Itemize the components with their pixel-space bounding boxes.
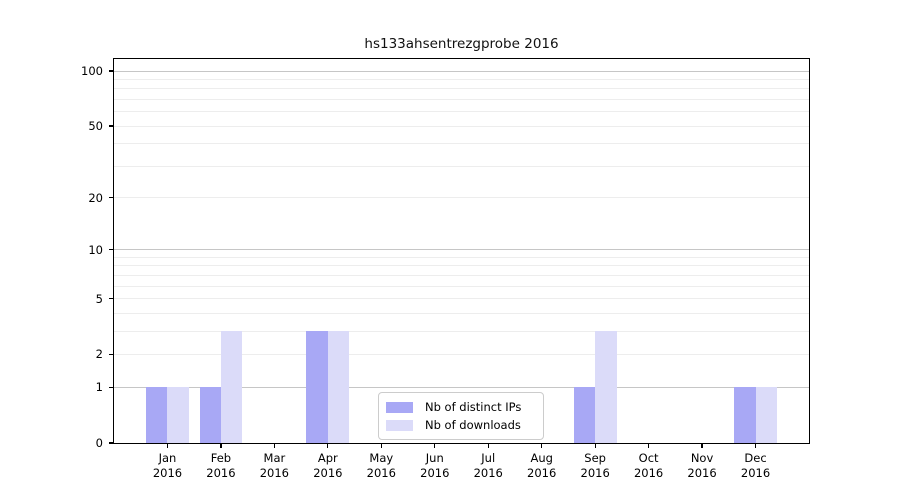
x-tick-label-feb: Feb 2016	[206, 451, 236, 480]
x-tick-mark	[754, 444, 757, 448]
x-tick-label-aug: Aug 2016	[527, 451, 557, 480]
bar-jan-distinct-ips	[146, 387, 168, 443]
y-tick-label-100: 100	[81, 64, 103, 78]
y-tick-label-20: 20	[88, 190, 103, 205]
chart-title: hs133ahsentrezgprobe 2016	[364, 36, 559, 52]
bar-apr-distinct-ips	[306, 331, 328, 443]
bar-jan-downloads	[167, 387, 189, 443]
bar-apr-downloads	[327, 331, 350, 443]
legend-item-distinct-ips: Nb of distinct IPs	[386, 398, 535, 416]
y-tick-mark	[109, 353, 113, 356]
x-tick-label-jan: Jan 2016	[152, 451, 183, 480]
x-tick-label-apr: Apr 2016	[313, 451, 343, 480]
legend-swatch-distinct-ips	[386, 401, 413, 413]
bar-feb-distinct-ips	[199, 387, 221, 443]
bar-dec-downloads	[755, 387, 777, 443]
x-tick-label-nov: Nov 2016	[687, 451, 717, 480]
x-tick-label-jun: Jun 2016	[420, 451, 450, 480]
gridline-minor	[114, 125, 809, 127]
gridline-minor	[114, 88, 809, 90]
bar-dec-distinct-ips	[734, 387, 756, 443]
x-tick-mark	[380, 444, 382, 448]
y-tick-label-0: 0	[95, 436, 103, 450]
x-tick-mark	[327, 444, 329, 448]
x-tick-label-dec: Dec 2016	[740, 451, 771, 480]
x-tick-mark	[434, 444, 436, 448]
gridline-minor	[114, 265, 809, 267]
bar-sep-distinct-ips	[573, 387, 596, 443]
gridline-minor	[114, 256, 809, 258]
x-tick-label-sep: Sep 2016	[580, 451, 610, 480]
x-tick-label-may: May 2016	[366, 451, 396, 480]
legend-label-downloads: Nb of downloads	[425, 418, 521, 432]
y-tick-label-2: 2	[95, 347, 103, 362]
gridline-minor	[114, 98, 809, 100]
legend-item-downloads: Nb of downloads	[386, 416, 535, 434]
y-tick-label-1: 1	[95, 380, 103, 395]
plot-area: Nb of distinct IPs Nb of downloads	[113, 58, 810, 444]
y-tick-mark	[109, 196, 113, 199]
x-tick-mark	[594, 444, 596, 448]
bar-sep-downloads	[595, 331, 617, 443]
y-tick-mark	[109, 249, 113, 251]
gridline-minor	[114, 143, 809, 145]
x-tick-mark	[273, 444, 275, 448]
x-tick-mark	[701, 444, 703, 448]
y-tick-label-10: 10	[88, 242, 103, 257]
y-tick-mark	[109, 70, 113, 72]
y-tick-mark	[109, 442, 113, 444]
y-tick-label-50: 50	[88, 119, 103, 134]
legend: Nb of distinct IPs Nb of downloads	[378, 392, 544, 440]
bar-feb-downloads	[220, 331, 243, 443]
gridline-minor	[114, 312, 809, 314]
gridline-minor	[114, 111, 809, 113]
x-tick-mark	[487, 444, 489, 448]
gridline-major	[114, 249, 809, 251]
gridline-minor	[114, 285, 809, 287]
gridline-minor	[114, 165, 809, 167]
x-tick-mark	[541, 444, 543, 448]
gridline-major	[114, 70, 809, 72]
x-tick-mark	[648, 444, 650, 448]
x-tick-label-jul: Jul 2016	[473, 451, 503, 480]
x-tick-label-mar: Mar 2016	[259, 451, 290, 480]
gridline-minor	[114, 298, 809, 300]
legend-swatch-downloads	[386, 419, 413, 431]
gridline-minor	[114, 330, 809, 332]
y-tick-mark	[109, 297, 113, 300]
gridline-minor	[114, 197, 809, 199]
x-tick-mark	[166, 444, 169, 448]
x-tick-label-oct: Oct 2016	[633, 451, 664, 480]
gridline-major	[114, 386, 809, 388]
y-tick-mark	[109, 386, 113, 388]
gridline-minor	[114, 78, 809, 80]
y-tick-mark	[109, 125, 113, 127]
y-tick-label-5: 5	[95, 291, 103, 306]
gridline-minor	[114, 274, 809, 276]
legend-label-distinct-ips: Nb of distinct IPs	[425, 400, 522, 414]
x-tick-mark	[220, 444, 222, 448]
gridline-minor	[114, 353, 809, 355]
